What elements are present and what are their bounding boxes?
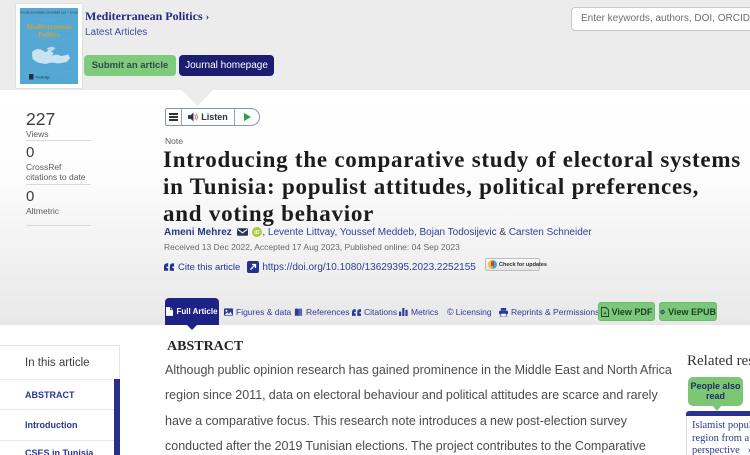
svg-text:Routledge: Routledge: [36, 76, 51, 80]
svg-text:Politics: Politics: [38, 31, 60, 39]
svg-text:iD: iD: [255, 230, 261, 236]
svg-text:VOLUME 28 NUMBER 5 DECEMBER: VOLUME 28 NUMBER 5 DECEMBER 2023 — 5TH E…: [20, 12, 78, 15]
svg-text:A: A: [603, 310, 607, 315]
svg-text:Mediterranean: Mediterranean: [26, 23, 71, 31]
